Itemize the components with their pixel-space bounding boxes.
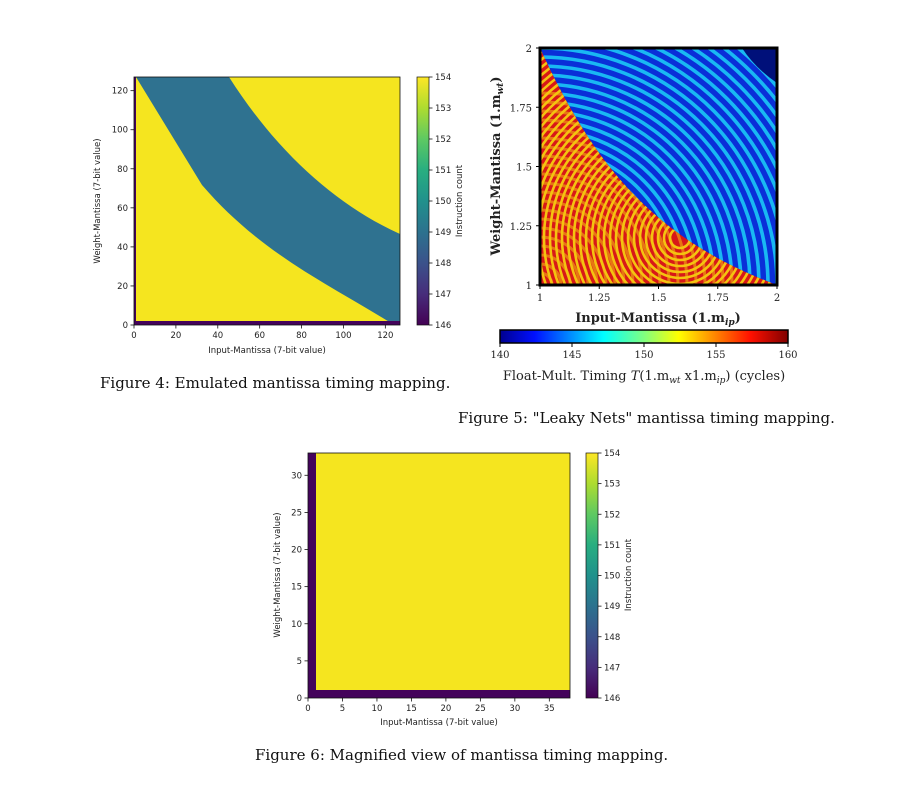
y-tick-label: 1.5 bbox=[516, 163, 532, 174]
x-tick-label: 60 bbox=[254, 331, 265, 341]
y-tick-label: 0 bbox=[297, 694, 302, 704]
fig4-colorbar-label: Instruction count bbox=[455, 164, 465, 237]
y-tick-label: 100 bbox=[112, 126, 128, 136]
fig4-heatmap-left-edge bbox=[134, 77, 136, 325]
colorbar-tick-label: 147 bbox=[435, 290, 451, 300]
fig6-colorbar-label: Instruction count bbox=[624, 538, 634, 611]
fig4-colorbar-ticks: 146 147 148 149 150 151 152 153 154 bbox=[429, 73, 451, 331]
x-tick-label: 15 bbox=[406, 704, 417, 714]
fig6-x-axis-label: Input-Mantissa (7-bit value) bbox=[380, 718, 498, 728]
y-tick-label: 0 bbox=[123, 321, 128, 331]
fig6-y-axis-label: Weight-Mantissa (7-bit value) bbox=[273, 512, 283, 637]
y-tick-label: 60 bbox=[117, 204, 128, 214]
x-tick-label: 1.75 bbox=[707, 293, 729, 304]
x-tick-label: 10 bbox=[372, 704, 383, 714]
fig6-colorbar bbox=[585, 452, 599, 699]
x-tick-label: 1.25 bbox=[588, 293, 610, 304]
fig6-heatmap-left-edge bbox=[308, 453, 316, 698]
x-tick-label: 0 bbox=[305, 704, 310, 714]
fig4-y-ticks: 0 20 40 60 80 100 120 bbox=[112, 87, 134, 331]
fig6-heatmap-baseline bbox=[308, 453, 570, 698]
fig4-heatmap-band bbox=[136, 77, 400, 325]
y-tick-label: 10 bbox=[291, 620, 302, 630]
fig5-colorbar-ticks: 140 145 150 155 160 bbox=[490, 343, 798, 361]
colorbar-tick-label: 154 bbox=[435, 73, 451, 83]
x-tick-label: 100 bbox=[335, 331, 351, 341]
fig6-y-ticks: 0 5 10 15 20 25 30 bbox=[291, 471, 308, 704]
colorbar-tick-label: 148 bbox=[435, 259, 451, 269]
colorbar-tick-label: 151 bbox=[604, 541, 620, 551]
colorbar-tick-label: 148 bbox=[604, 633, 620, 643]
fig4-x-axis-label: Input-Mantissa (7-bit value) bbox=[208, 346, 326, 356]
x-tick-label: 1 bbox=[537, 293, 543, 304]
y-tick-label: 30 bbox=[291, 471, 302, 481]
x-tick-label: 35 bbox=[544, 704, 555, 714]
colorbar-tick-label: 160 bbox=[778, 350, 797, 361]
y-tick-label: 1.25 bbox=[510, 222, 532, 233]
colorbar-tick-label: 155 bbox=[706, 350, 725, 361]
fig5-navy-corner bbox=[742, 48, 777, 83]
colorbar-tick-label: 150 bbox=[604, 572, 620, 582]
fig4-x-ticks: 0 20 40 60 80 100 120 bbox=[131, 325, 393, 341]
colorbar-tick-label: 146 bbox=[604, 694, 620, 704]
x-tick-label: 30 bbox=[509, 704, 520, 714]
colorbar-tick-label: 145 bbox=[562, 350, 581, 361]
fig4-y-axis-label: Weight-Mantissa (7-bit value) bbox=[93, 138, 103, 263]
y-tick-label: 80 bbox=[117, 165, 128, 175]
y-tick-label: 120 bbox=[112, 87, 128, 97]
figure-6-caption: Figure 6: Magnified view of mantissa tim… bbox=[255, 746, 669, 764]
x-tick-label: 120 bbox=[377, 331, 393, 341]
fig6-heatmap-bottom-edge bbox=[308, 690, 570, 698]
fig5-y-ticks: 1 1.25 1.5 1.75 2 bbox=[510, 44, 540, 292]
figure-4-caption: Figure 4: Emulated mantissa timing mappi… bbox=[100, 374, 451, 392]
colorbar-tick-label: 149 bbox=[604, 602, 620, 612]
fig6-plot-frame bbox=[307, 452, 571, 699]
x-tick-label: 1.5 bbox=[651, 293, 667, 304]
fig5-y-axis-label: Weight-Mantissa (1.mwt) bbox=[489, 76, 506, 256]
colorbar-tick-label: 151 bbox=[435, 166, 451, 176]
colorbar-tick-label: 147 bbox=[604, 663, 620, 673]
colorbar-tick-label: 152 bbox=[435, 135, 451, 145]
fig6-x-ticks: 0 5 10 15 20 25 30 35 bbox=[305, 698, 555, 714]
colorbar-tick-label: 153 bbox=[604, 480, 620, 490]
y-tick-label: 40 bbox=[117, 243, 128, 253]
x-tick-label: 0 bbox=[131, 331, 136, 341]
fig4-heatmap-bottom-edge bbox=[134, 321, 400, 325]
y-tick-label: 5 bbox=[297, 657, 302, 667]
y-tick-label: 20 bbox=[291, 546, 302, 556]
x-tick-label: 25 bbox=[475, 704, 486, 714]
y-tick-label: 1 bbox=[526, 281, 532, 292]
colorbar-tick-label: 152 bbox=[604, 510, 620, 520]
x-tick-label: 20 bbox=[170, 331, 181, 341]
colorbar-tick-label: 150 bbox=[634, 350, 653, 361]
colorbar-tick-label: 150 bbox=[435, 197, 451, 207]
fig4-plot-frame bbox=[133, 76, 401, 326]
figure-5-chart: 1 1.25 1.5 1.75 2 1 1.25 1.5 1.75 2 Input-Mantis… bbox=[489, 44, 798, 386]
x-tick-label: 5 bbox=[340, 704, 345, 714]
figure-4-chart: 0 20 40 60 80 100 120 0 20 40 60 80 100 120 Input-Ma… bbox=[93, 73, 465, 356]
x-tick-label: 80 bbox=[296, 331, 307, 341]
fig5-x-axis-label: Input-Mantissa (1.mip) bbox=[575, 311, 741, 328]
colorbar-tick-label: 149 bbox=[435, 228, 451, 238]
y-tick-label: 15 bbox=[291, 583, 302, 593]
colorbar-tick-label: 153 bbox=[435, 104, 451, 114]
fig6-colorbar-ticks: 146 147 148 149 150 151 152 153 154 bbox=[598, 449, 620, 704]
y-tick-label: 1.75 bbox=[510, 103, 532, 114]
fig5-colorbar-label: Float-Mult. Timing T(1.mwt x1.mip) (cycl… bbox=[503, 369, 785, 386]
figure-5-caption: Figure 5: "Leaky Nets" mantissa timing m… bbox=[458, 409, 835, 427]
y-tick-label: 2 bbox=[526, 44, 532, 55]
figure-6-chart: 0 5 10 15 20 25 30 35 0 5 10 15 20 25 30 Input-Mantis… bbox=[273, 449, 634, 728]
colorbar-tick-label: 154 bbox=[604, 449, 620, 459]
fig4-colorbar bbox=[416, 76, 430, 326]
colorbar-tick-label: 140 bbox=[490, 350, 509, 361]
x-tick-label: 2 bbox=[774, 293, 780, 304]
x-tick-label: 40 bbox=[212, 331, 223, 341]
x-tick-label: 20 bbox=[440, 704, 451, 714]
y-tick-label: 25 bbox=[291, 508, 302, 518]
y-tick-label: 20 bbox=[117, 282, 128, 292]
fig5-colorbar bbox=[499, 329, 789, 344]
colorbar-tick-label: 146 bbox=[435, 321, 451, 331]
fig5-x-ticks: 1 1.25 1.5 1.75 2 bbox=[537, 285, 780, 304]
